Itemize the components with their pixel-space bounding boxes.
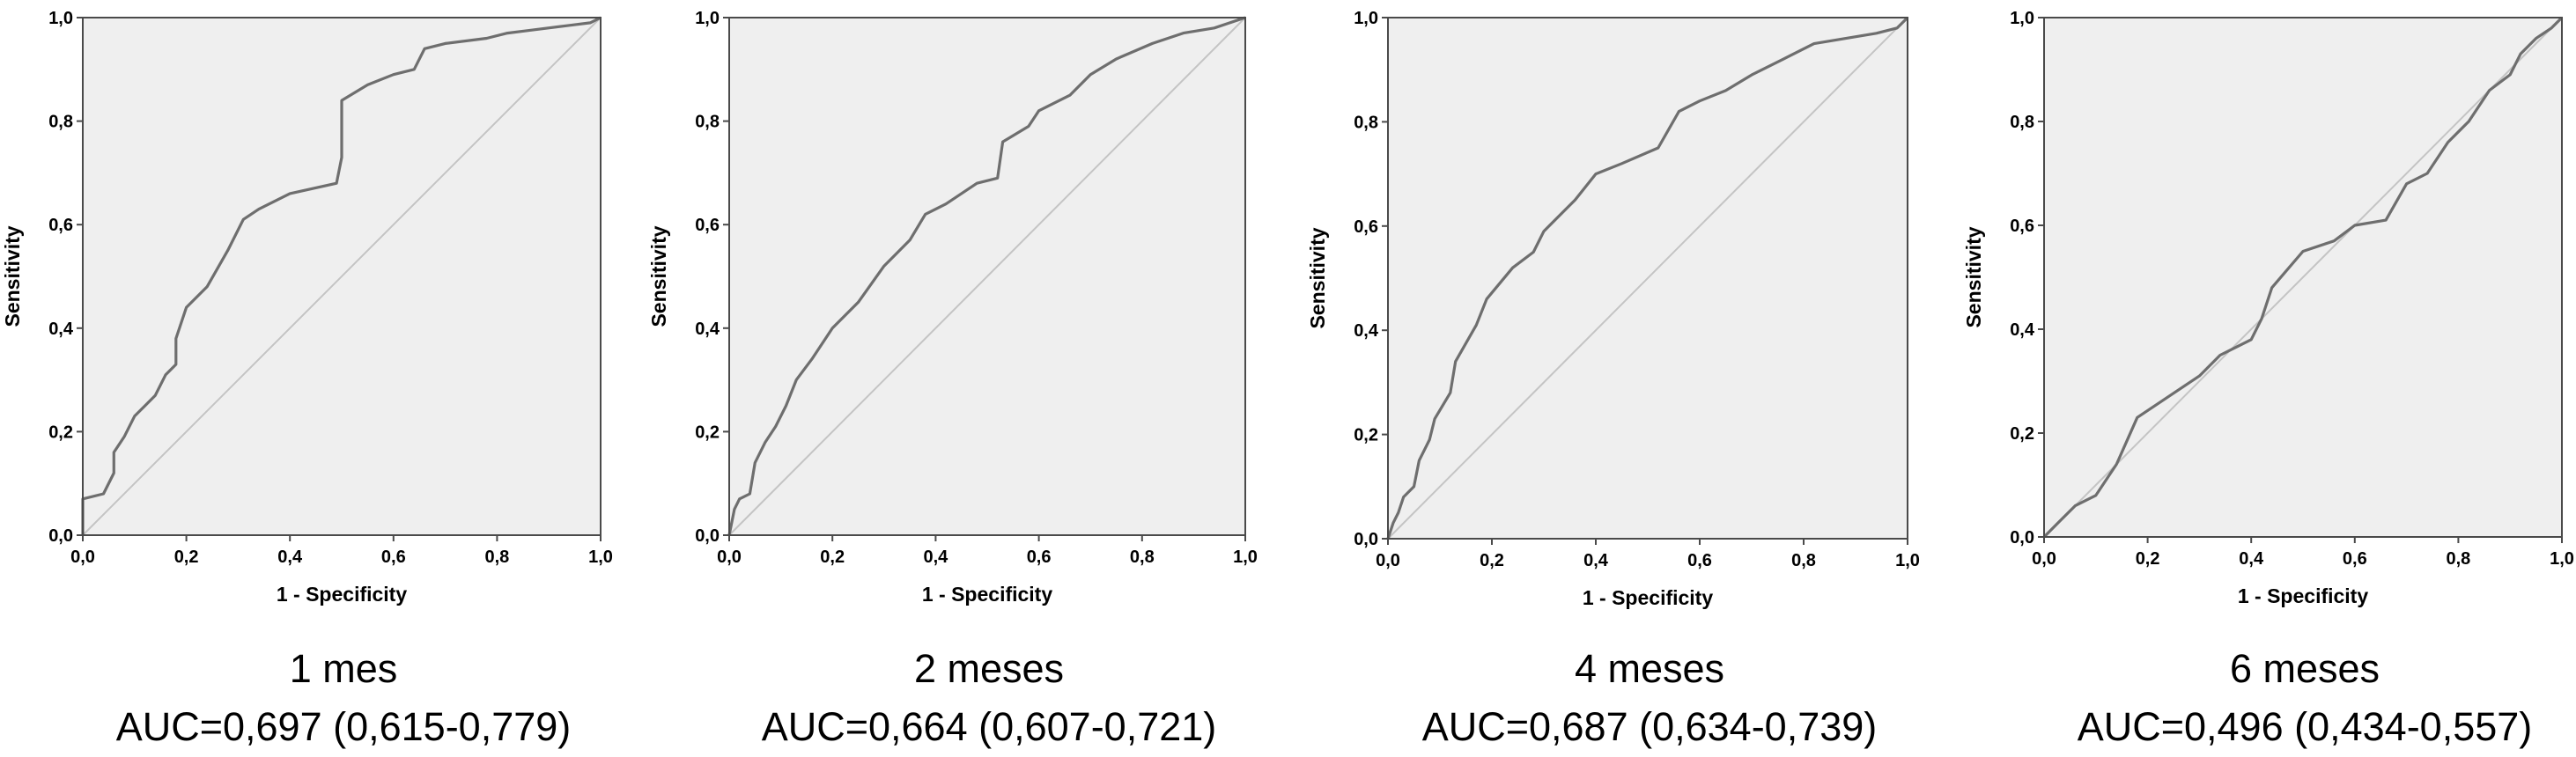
roc-curve-2	[727, 16, 1246, 536]
y-tick-label: 1,0	[2010, 9, 2034, 28]
chart-caption-period: 2 meses	[914, 646, 1064, 691]
plot-frame-4	[2043, 17, 2563, 538]
x-tick-label: 0,8	[1791, 551, 1816, 570]
reference-line-2	[728, 17, 1246, 536]
roc-chart-1: 0,0 0,2 0,4 0,6 0,8 1,0 0,0 0,2 0,4 0,6 0,8 1,0 1 - …	[1, 9, 613, 749]
y-tick-label: 0,0	[695, 526, 720, 546]
y-tick-label: 0,2	[695, 423, 720, 442]
reference-line-4	[2043, 17, 2563, 538]
y-tick-label: 0,6	[48, 216, 73, 235]
x-tick-label: 0,8	[2446, 549, 2470, 569]
y-tick-label: 1,0	[48, 9, 73, 28]
y-tick-label: 0,2	[1354, 426, 1378, 445]
x-tick-label: 0,2	[820, 548, 845, 567]
x-tick-label: 0,0	[2032, 549, 2056, 569]
x-tick-label: 0,8	[484, 548, 509, 567]
x-tick-label: 0,2	[2136, 549, 2160, 569]
x-tick-label: 0,0	[70, 548, 95, 567]
y-tick-label: 0,6	[695, 216, 720, 235]
roc-chart-2: 0,0 0,2 0,4 0,6 0,8 1,0 0,0 0,2 0,4 0,6 0,8 1,0 1 - …	[647, 9, 1258, 749]
y-tick-label: 1,0	[695, 9, 720, 28]
roc-chart-4: 0,0 0,2 0,4 0,6 0,8 1,0 0,0 0,2 0,4 0,6 0,8 1,0 1 - …	[1962, 9, 2574, 749]
chart-caption-auc: AUC=0,664 (0,607-0,721)	[762, 704, 1217, 749]
y-tick-label: 0,4	[48, 320, 74, 339]
x-tick-label: 0,4	[1583, 551, 1609, 570]
y-tick-label: 0,2	[2010, 424, 2034, 444]
chart-caption-period: 4 meses	[1575, 646, 1724, 691]
x-tick-label: 0,2	[174, 548, 199, 567]
chart-caption-period: 6 meses	[2230, 646, 2380, 691]
y-tick-label: 0,4	[1354, 321, 1379, 341]
chart-caption-auc: AUC=0,687 (0,634-0,739)	[1422, 704, 1878, 749]
x-tick-label: 1,0	[2550, 549, 2574, 569]
plot-frame-1	[82, 17, 602, 536]
y-tick-label: 0,8	[695, 113, 720, 132]
y-tick-label: 0,8	[2010, 113, 2034, 132]
x-tick-label: 0,8	[1130, 548, 1155, 567]
roc-curve-1	[81, 16, 602, 535]
x-tick-label: 0,6	[381, 548, 406, 567]
x-tick-label: 0,6	[2343, 549, 2367, 569]
x-axis-title: 1 - Specificity	[277, 583, 407, 606]
plot-frame-2	[728, 17, 1246, 536]
y-axis-title: Sensitivity	[1962, 226, 1985, 327]
y-tick-label: 0,4	[2010, 320, 2035, 340]
x-axis-title: 1 - Specificity	[1583, 586, 1713, 609]
y-tick-label: 0,8	[1354, 113, 1378, 132]
x-axis-title: 1 - Specificity	[2238, 584, 2368, 607]
y-tick-label: 0,2	[48, 423, 73, 442]
plot-frame-3	[1387, 17, 1908, 540]
y-tick-label: 0,6	[1354, 217, 1378, 237]
x-tick-label: 0,2	[1480, 551, 1504, 570]
y-tick-label: 0,0	[48, 526, 73, 546]
y-tick-label: 0,0	[2010, 528, 2034, 548]
chart-caption-auc: AUC=0,496 (0,434-0,557)	[2078, 704, 2533, 749]
roc-curve-3	[1386, 16, 1909, 540]
y-axis-title: Sensitivity	[647, 225, 670, 327]
x-tick-label: 0,0	[717, 548, 742, 567]
y-axis-title: Sensitivity	[1, 225, 24, 327]
y-tick-label: 0,6	[2010, 217, 2034, 236]
chart-caption-auc: AUC=0,697 (0,615-0,779)	[116, 704, 572, 749]
chart-caption-period: 1 mes	[290, 646, 398, 691]
y-tick-label: 0,0	[1354, 530, 1378, 549]
x-tick-label: 0,6	[1687, 551, 1712, 570]
y-axis-title: Sensitivity	[1306, 227, 1329, 328]
x-tick-label: 0,4	[277, 548, 303, 567]
x-axis-title: 1 - Specificity	[922, 583, 1052, 606]
reference-line-3	[1387, 17, 1908, 540]
x-tick-label: 1,0	[588, 548, 613, 567]
x-tick-label: 1,0	[1895, 551, 1920, 570]
y-tick-label: 0,8	[48, 113, 73, 132]
x-tick-label: 0,4	[2239, 549, 2264, 569]
y-tick-label: 1,0	[1354, 9, 1378, 28]
roc-chart-3: 0,0 0,2 0,4 0,6 0,8 1,0 0,0 0,2 0,4 0,6 0,8 1,0 1 - …	[1306, 9, 1920, 749]
reference-line-1	[82, 17, 602, 536]
roc-curve-4	[2042, 16, 2564, 539]
x-tick-label: 0,6	[1027, 548, 1052, 567]
x-tick-label: 0,0	[1376, 551, 1400, 570]
y-tick-label: 0,4	[695, 320, 720, 339]
x-tick-label: 1,0	[1233, 548, 1258, 567]
x-tick-label: 0,4	[923, 548, 948, 567]
